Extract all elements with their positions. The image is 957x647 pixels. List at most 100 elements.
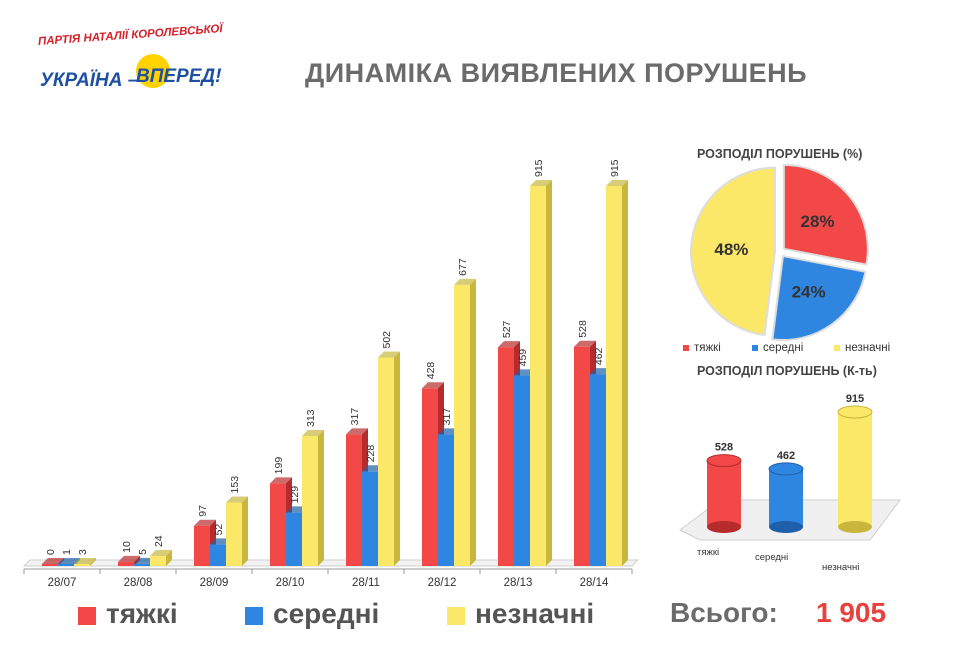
cylinder-body: [707, 460, 741, 527]
pie-slice: [782, 163, 869, 266]
cylinder-top: [837, 405, 873, 419]
x-tick-label: 28/08: [124, 577, 153, 589]
x-tick-label: 28/09: [200, 577, 229, 589]
pie-value-label: 24%: [792, 282, 826, 301]
bar-value-label: 5: [137, 549, 149, 555]
bar-top: [118, 555, 140, 562]
bar-side: [318, 430, 324, 566]
bar: [454, 284, 470, 566]
logo-slogan-part1: УКРАЇНА –: [40, 70, 139, 91]
cylinder-top: [706, 454, 742, 468]
x-tick-label: 28/12: [428, 577, 457, 589]
bar-top: [58, 558, 80, 564]
bar-value-label: 528: [577, 320, 589, 338]
severe-swatch: [683, 344, 689, 351]
bar-top: [346, 428, 368, 435]
total-value: 1 905: [816, 597, 887, 628]
cylinder-top: [768, 462, 804, 476]
bar-top: [606, 180, 628, 186]
bar-value-label: 1: [61, 549, 73, 555]
bar-side: [90, 558, 96, 566]
severe-swatch: [78, 606, 96, 625]
bar-value-label: 915: [533, 159, 545, 177]
bar-side: [166, 550, 172, 566]
bar-value-label: 502: [381, 331, 393, 349]
bar: [118, 561, 134, 566]
bar: [286, 512, 302, 566]
bar: [514, 375, 530, 566]
count-chart-title: РОЗПОДІЛ ПОРУШЕНЬ (К-ть): [697, 364, 877, 378]
bar-side: [242, 496, 248, 566]
count-category-label: незначні: [822, 562, 859, 573]
bar-value-label: 462: [593, 347, 605, 365]
bar-top: [302, 430, 324, 437]
pie-chart-title: РОЗПОДІЛ ПОРУШЕНЬ (%): [697, 147, 863, 161]
bar: [498, 347, 514, 566]
bar-value-label: 10: [121, 541, 133, 553]
x-tick-label: 28/10: [276, 577, 305, 589]
bar: [150, 556, 166, 566]
bar-value-label: 915: [609, 159, 621, 177]
party-logo: ПАРТІЯ НАТАЛІЇ КОРОЛЕВСЬКОЇ УКРАЇНА – ВП…: [30, 23, 230, 110]
pie-slice: [771, 254, 867, 341]
bar-side: [546, 180, 552, 566]
medium-swatch: [752, 344, 758, 351]
bar-side: [394, 351, 400, 566]
bar-side: [470, 278, 476, 566]
count-value-label: 915: [846, 393, 864, 405]
bar: [530, 186, 546, 566]
pie-legend-label: тяжкі: [694, 342, 721, 354]
bar: [438, 434, 454, 566]
bar-value-label: 52: [213, 524, 225, 536]
cylinder-body: [769, 468, 803, 527]
bar: [590, 374, 606, 566]
bar-value-label: 527: [501, 320, 513, 338]
bar-value-label: 199: [273, 457, 285, 475]
bar-top: [574, 340, 596, 347]
x-tick-label: 28/07: [48, 577, 77, 589]
count-category-label: тяжкі: [697, 547, 719, 558]
bar: [74, 564, 90, 566]
bar: [42, 564, 58, 566]
bar-value-label: 459: [517, 349, 529, 367]
bar: [226, 502, 242, 566]
bar: [362, 471, 378, 566]
legend-label: середні: [273, 598, 380, 629]
cylinder-body: [838, 412, 872, 527]
legend-minor: незначні: [447, 598, 594, 630]
bar-top: [270, 477, 292, 484]
bar-value-label: 317: [349, 408, 361, 426]
pie-slice: [690, 166, 777, 337]
sun-icon: [136, 54, 170, 88]
x-tick-label: 28/11: [352, 577, 380, 589]
pie-legend-medium: середні: [752, 342, 803, 354]
minor-swatch: [834, 344, 840, 351]
page-title: ДИНАМІКА ВИЯВЛЕНИХ ПОРУШЕНЬ: [305, 58, 808, 88]
bar: [378, 357, 394, 566]
pie-value-label: 28%: [800, 212, 834, 231]
bar-top: [378, 351, 400, 358]
bar-top: [422, 382, 444, 389]
pie-legend-severe: тяжкі: [683, 342, 721, 354]
pie-legend-label: незначні: [845, 342, 891, 354]
count-category-label: середні: [755, 552, 788, 563]
bar: [210, 544, 226, 566]
bar-top: [42, 558, 64, 564]
bar-value-label: 24: [153, 535, 165, 547]
bar-top: [498, 341, 520, 348]
pie-value-label: 48%: [714, 240, 748, 259]
bar-top: [74, 558, 96, 564]
legend-severe: тяжкі: [78, 598, 178, 630]
bar: [134, 563, 150, 566]
cylinder-bottom: [838, 521, 872, 533]
bar-value-label: 428: [425, 362, 437, 380]
bar: [574, 346, 590, 566]
bar-top: [530, 180, 552, 186]
bar-value-label: 677: [457, 258, 469, 276]
legend-label: незначні: [475, 598, 595, 629]
bar: [194, 525, 210, 566]
x-tick-label: 28/13: [504, 577, 533, 589]
bar-value-label: 153: [229, 476, 241, 494]
bar: [606, 186, 622, 566]
